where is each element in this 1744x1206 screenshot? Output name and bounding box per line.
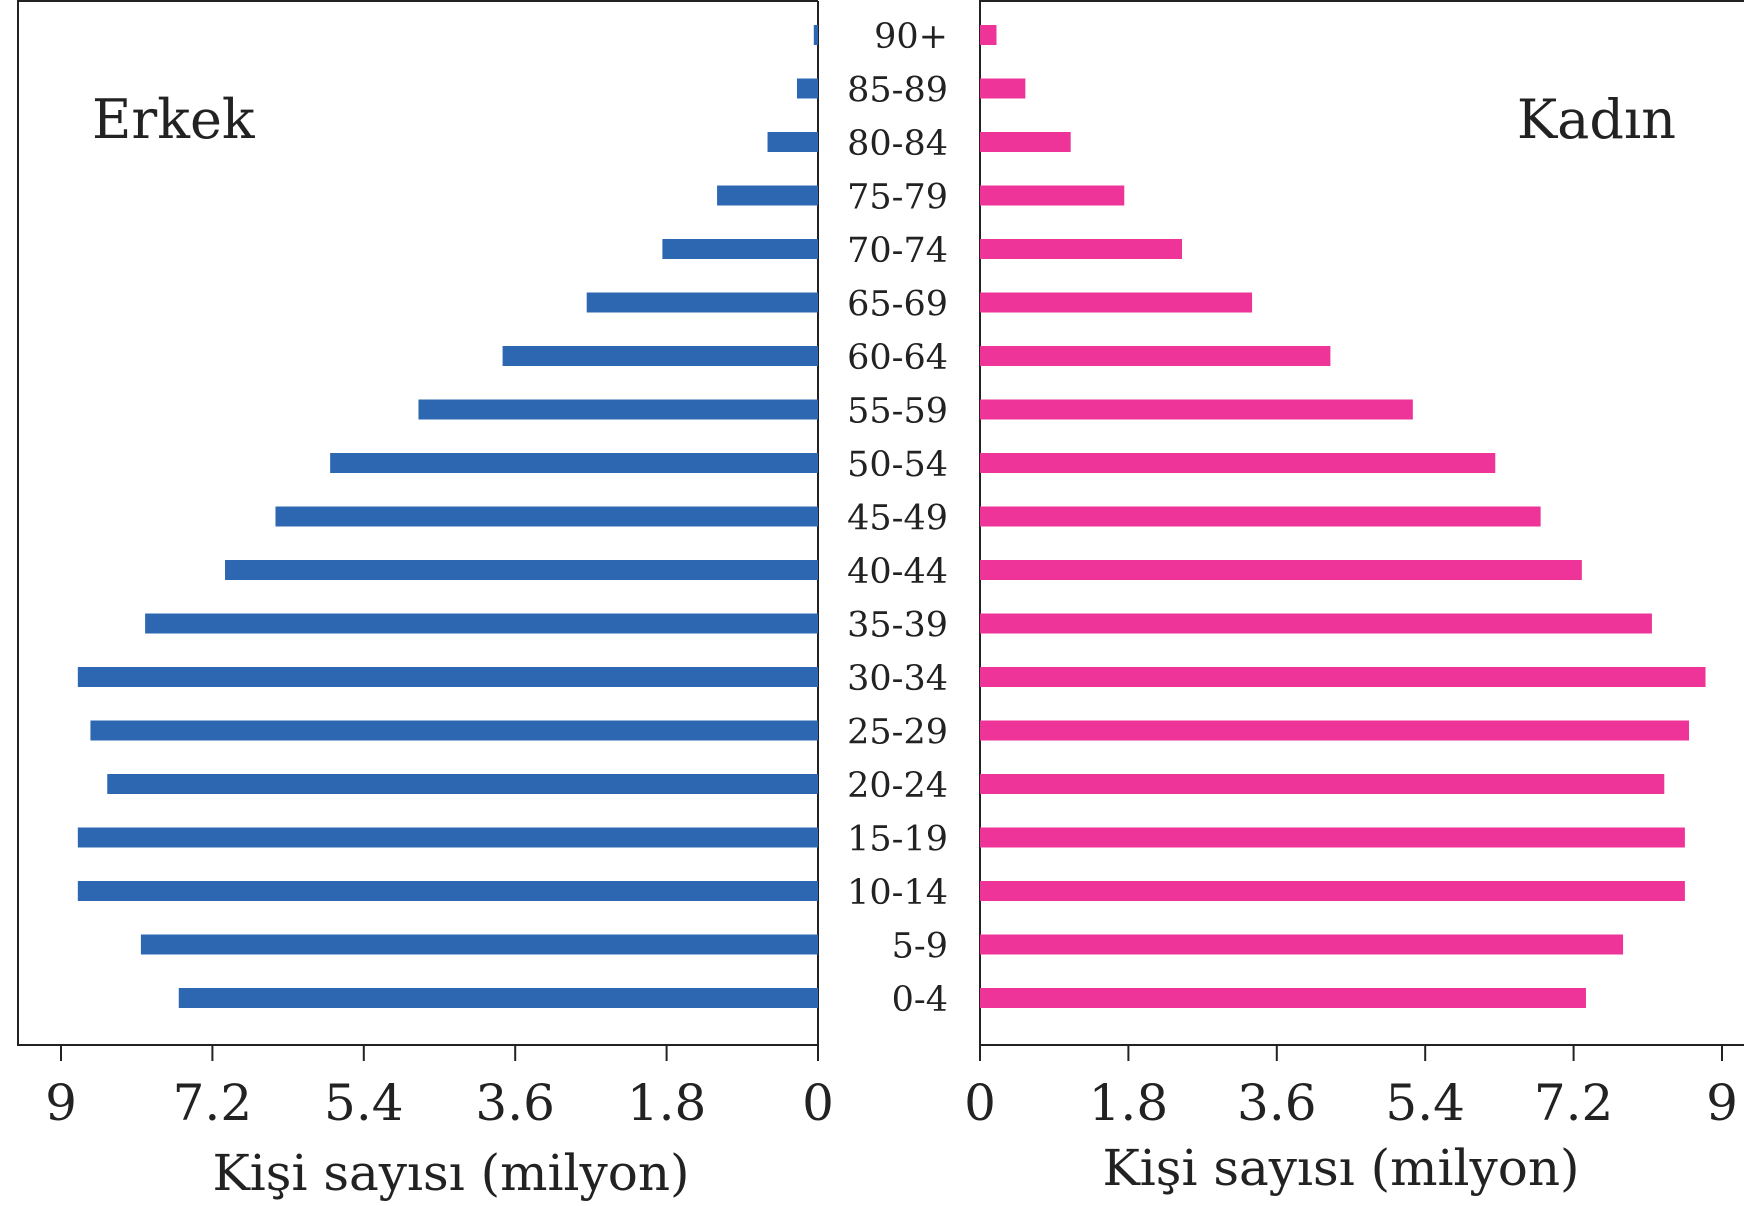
male-bar-90+ [813,25,818,45]
left-tick-label: 1.8 [627,1074,707,1132]
female-bar-70-74 [980,239,1182,259]
left-axis-title: Kişi sayısı (milyon) [212,1144,689,1202]
age-group-labels: 90+ 85-89 80-84 75-79 70-74 65-69 60-64 55-59 50… [847,17,948,1020]
female-bar-75-79 [980,185,1125,206]
age-label-5-9: 5-9 [892,927,948,967]
female-bar-50-54 [980,453,1496,473]
right-tick-label: 9 [1706,1074,1738,1132]
male-bar-45-49 [275,506,818,527]
male-bar-35-39 [145,613,819,634]
age-label-80-84: 80-84 [847,124,948,164]
right-tick-label: 7.2 [1534,1074,1614,1132]
age-label-90+: 90+ [874,17,948,57]
age-label-85-89: 85-89 [847,71,948,111]
age-label-65-69: 65-69 [847,285,948,325]
age-label-35-39: 35-39 [847,606,948,646]
female-bar-40-44 [980,560,1582,580]
left-tick-label: 5.4 [324,1074,404,1132]
female-bar-15-19 [980,827,1685,848]
right-panel-title: Kadın [1517,88,1676,151]
age-label-70-74: 70-74 [847,231,948,271]
right-tick-label: 5.4 [1385,1074,1465,1132]
female-bar-5-9 [980,934,1624,955]
age-label-20-24: 20-24 [847,766,948,806]
age-label-50-54: 50-54 [847,445,948,485]
female-bar-90+ [980,25,997,45]
right-tick-label: 1.8 [1089,1074,1169,1132]
age-label-55-59: 55-59 [847,392,948,432]
age-label-0-4: 0-4 [892,980,948,1020]
age-label-40-44: 40-44 [847,552,948,592]
male-bar-60-64 [502,346,818,366]
male-bar-10-14 [77,881,819,901]
age-label-75-79: 75-79 [847,178,948,218]
right-axis-title: Kişi sayısı (milyon) [1102,1139,1579,1197]
male-bar-80-84 [767,132,818,152]
male-bar-15-19 [77,827,819,848]
female-bar-35-39 [980,613,1652,634]
left-tick-label: 0 [802,1074,834,1132]
male-bars [77,25,819,1008]
female-bars [980,25,1706,1008]
male-bar-30-34 [77,667,819,687]
female-bar-20-24 [980,774,1665,794]
left-tick-label: 7.2 [173,1074,253,1132]
male-bar-70-74 [662,239,818,259]
female-bar-60-64 [980,346,1331,366]
female-bar-80-84 [980,132,1071,152]
age-label-25-29: 25-29 [847,713,948,753]
male-bar-55-59 [418,399,818,420]
left-panel-frame [17,0,819,1046]
female-bar-45-49 [980,506,1541,527]
male-bar-20-24 [107,774,818,794]
right-tick-label: 0 [964,1074,996,1132]
left-x-axis: 0 1.8 3.6 5.4 7.2 9 [45,1045,834,1132]
male-bar-40-44 [225,560,818,580]
female-bar-25-29 [980,720,1690,741]
male-bar-25-29 [90,720,818,741]
age-label-30-34: 30-34 [847,659,948,699]
left-tick-label: 9 [45,1074,77,1132]
female-bar-10-14 [980,881,1685,901]
left-panel-title: Erkek [92,88,256,151]
male-bar-50-54 [330,453,818,473]
age-label-15-19: 15-19 [847,820,948,860]
male-bar-85-89 [796,78,818,99]
right-tick-label: 3.6 [1237,1074,1317,1132]
female-bar-65-69 [980,292,1253,313]
male-bar-75-79 [717,185,818,206]
male-bar-5-9 [140,934,819,955]
female-bar-0-4 [980,988,1586,1008]
age-label-60-64: 60-64 [847,338,948,378]
female-bar-55-59 [980,399,1413,420]
age-label-45-49: 45-49 [847,499,948,539]
male-bar-0-4 [178,988,818,1008]
right-x-axis: 0 1.8 3.6 5.4 7.2 9 [964,1045,1738,1132]
male-bar-65-69 [586,292,818,313]
female-bar-30-34 [980,667,1706,687]
female-bar-85-89 [980,78,1026,99]
left-tick-label: 3.6 [475,1074,555,1132]
age-label-10-14: 10-14 [847,873,948,913]
